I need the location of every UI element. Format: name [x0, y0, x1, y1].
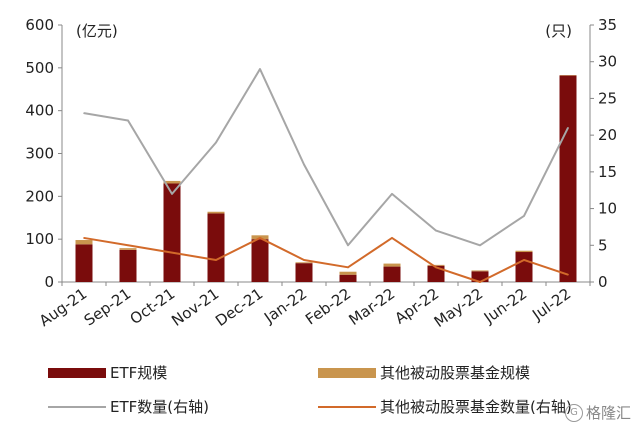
legend-item-other-size: 其他被动股票基金规模 [318, 362, 530, 383]
point-etf-count [127, 119, 129, 122]
right-tick-label: 0 [598, 273, 608, 291]
legend-label-etf-size: ETF规模 [110, 364, 168, 382]
x-tick-label: Jun-22 [480, 285, 530, 328]
left-tick-label: 300 [25, 145, 54, 163]
bar-other-size [207, 211, 225, 214]
bar-other-size [515, 250, 533, 253]
bar-other-size [163, 180, 181, 184]
right-tick-label: 25 [598, 89, 617, 107]
point-etf-count [259, 68, 261, 70]
legend-item-etf-size: ETF规模 [48, 362, 167, 383]
x-tick-label: May-22 [431, 285, 487, 331]
bars-group [75, 75, 577, 282]
chart-svg: 0 100 200 300 400 500 600 0 5 10 15 20 25 30 35 Aug-21S… [25, 16, 617, 331]
bar-etf-size [207, 213, 225, 282]
point-other-count [83, 237, 85, 239]
point-other-count [215, 259, 217, 261]
point-other-count [523, 259, 525, 261]
x-tick-label: Aug-21 [36, 285, 90, 331]
x-tick-label: Feb-22 [302, 285, 354, 329]
point-etf-count [171, 193, 173, 195]
bar-other-size [339, 271, 357, 275]
point-etf-count [567, 127, 569, 129]
bar-etf-size [383, 266, 401, 282]
axes-group [58, 24, 594, 286]
right-unit-label: (只) [545, 22, 572, 40]
legend-swatch-etf-size [48, 367, 106, 378]
point-etf-count [391, 193, 393, 195]
bar-other-size [471, 270, 489, 272]
x-tick-label: Oct-21 [127, 285, 179, 329]
legend-swatch-other-count [318, 405, 376, 408]
point-etf-count [303, 163, 305, 166]
right-tick-label: 30 [598, 53, 617, 71]
bar-etf-size [471, 271, 489, 282]
bar-other-size [295, 262, 313, 264]
point-other-count [479, 281, 481, 283]
bar-etf-size [427, 265, 445, 282]
legend-item-other-count: 其他被动股票基金数量(右轴) [318, 396, 572, 417]
line-etf-count [83, 68, 569, 247]
point-other-count [303, 259, 305, 261]
right-tick-label: 15 [598, 163, 617, 181]
point-etf-count [83, 112, 85, 114]
x-tick-label: Mar-22 [346, 285, 399, 329]
right-tick-label: 5 [598, 236, 608, 254]
point-other-count [347, 266, 349, 269]
point-other-count [391, 237, 393, 239]
watermark-text: 格隆汇 [585, 404, 631, 422]
point-other-count [259, 237, 261, 239]
x-tick-label: Jul-22 [528, 285, 574, 325]
left-tick-label: 100 [25, 230, 54, 248]
bar-other-size [383, 263, 401, 267]
point-etf-count [347, 244, 349, 247]
bar-etf-size [119, 249, 137, 282]
point-other-count [567, 273, 569, 276]
labels-group: 0 100 200 300 400 500 600 0 5 10 15 20 25 30 35 Aug-21S… [25, 16, 617, 331]
point-other-count [127, 244, 129, 247]
bar-etf-size [251, 239, 269, 282]
legend-label-other-size: 其他被动股票基金规模 [380, 364, 531, 382]
watermark-logo-icon: G [564, 403, 583, 422]
right-tick-label: 35 [598, 16, 617, 34]
bar-other-size [427, 264, 445, 266]
bar-etf-size [75, 244, 93, 282]
bar-other-size [75, 240, 93, 245]
x-tick-label: Dec-21 [212, 285, 266, 330]
point-other-count [435, 266, 437, 269]
bar-etf-size [515, 252, 533, 282]
left-tick-label: 500 [25, 59, 54, 77]
legend-label-other-count: 其他被动股票基金数量(右轴) [380, 398, 572, 416]
point-other-count [171, 251, 173, 254]
bar-etf-size [559, 75, 577, 282]
bar-etf-size [339, 274, 357, 282]
right-tick-label: 10 [598, 200, 617, 218]
point-etf-count [215, 141, 217, 144]
legend-swatch-other-size [318, 367, 376, 378]
legend-item-etf-count: ETF数量(右轴) [48, 396, 209, 417]
left-tick-label: 600 [25, 16, 54, 34]
x-tick-label: Nov-21 [168, 285, 222, 330]
lines-group [83, 68, 569, 283]
left-tick-label: 400 [25, 102, 54, 120]
right-tick-label: 20 [598, 126, 617, 144]
line-other-count [83, 236, 569, 283]
point-etf-count [523, 215, 525, 217]
legend-label-etf-count: ETF数量(右轴) [110, 398, 209, 416]
watermark: G 格隆汇 [564, 402, 631, 423]
left-unit-label: (亿元) [76, 22, 118, 40]
bar-etf-size [163, 183, 181, 282]
bar-etf-size [295, 263, 313, 282]
point-etf-count [435, 229, 437, 232]
bar-other-size [119, 248, 137, 250]
legend-swatch-etf-count [48, 405, 106, 408]
point-etf-count [479, 244, 481, 247]
x-tick-label: Sep-21 [81, 285, 135, 330]
x-tick-label: Jan-22 [260, 285, 310, 328]
legend: ETF规模 其他被动股票基金规模 ETF数量(右轴) 其他被动股票基金数量(右轴… [0, 356, 637, 431]
left-tick-label: 200 [25, 187, 54, 205]
left-tick-label: 0 [44, 273, 54, 291]
